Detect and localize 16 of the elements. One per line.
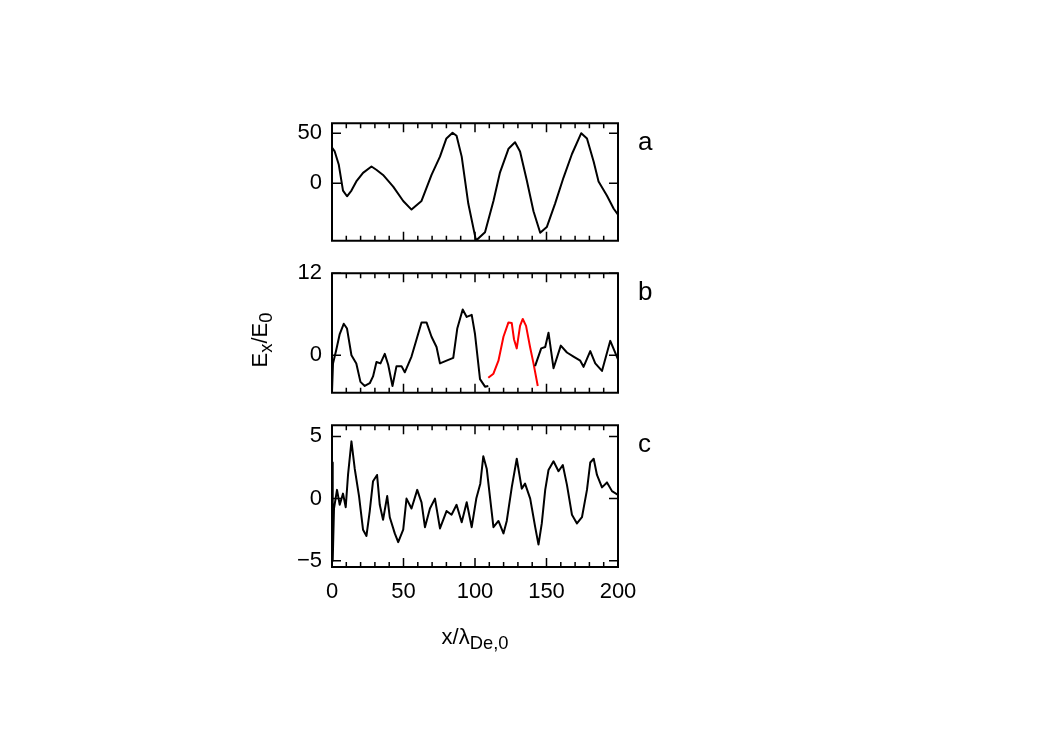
y-tick-label: 0 — [309, 341, 322, 367]
x-tick-label: 50 — [391, 578, 416, 604]
text: a — [638, 126, 653, 157]
x-axis-title: x/λ$_{De,0}$ — [441, 624, 509, 655]
text: c — [638, 428, 651, 459]
y-tick-label: 5 — [309, 422, 322, 448]
y-tick-label: −5 — [296, 546, 322, 572]
text: b — [638, 276, 653, 307]
x-tick-label: 200 — [599, 578, 637, 604]
x-tick-label: 150 — [528, 578, 565, 604]
y-tick-label: 50 — [297, 119, 322, 145]
y-tick-label: 0 — [309, 169, 322, 195]
y-tick-label: 0 — [309, 484, 322, 510]
y-tick-label: 12 — [297, 259, 322, 285]
x-tick-label: 100 — [456, 578, 494, 604]
x-tick-label: 0 — [325, 578, 339, 604]
